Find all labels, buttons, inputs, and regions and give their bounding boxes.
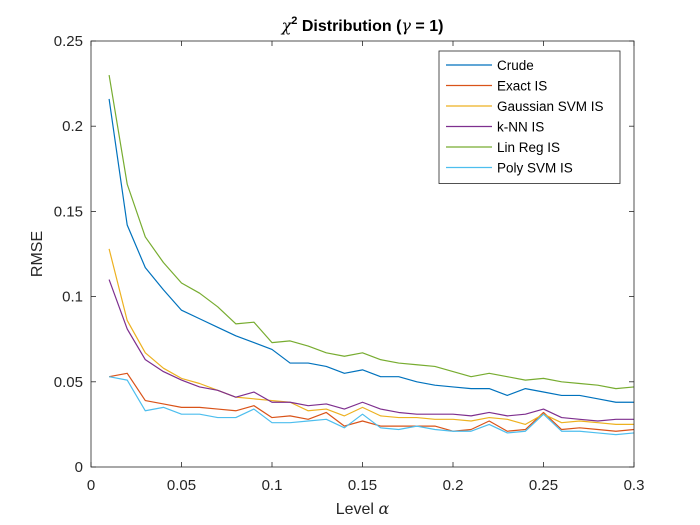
y-tick-label: 0.05	[54, 374, 83, 391]
legend-box	[438, 50, 621, 184]
y-tick-label: 0.25	[54, 33, 83, 50]
legend: Crude Exact IS Gaussian SVM IS k-NN IS Lin R…	[438, 50, 621, 184]
series-line-gaussian-svm-is	[108, 248, 634, 425]
y-tick-label: 0.15	[54, 203, 83, 220]
ticks-layer: 0 0.05 0.1 0.15 0.2 0.25 0.3 0 0.05 0.1 0.15 0.2 0.2…	[54, 33, 645, 494]
legend-label-lin-reg-is: Lin Reg IS	[497, 140, 560, 155]
legend-label-crude: Crude	[497, 58, 534, 73]
series-line-poly-svm-is	[108, 376, 635, 436]
title-chi-symbol: χ	[281, 16, 293, 35]
series-line-lin-reg-is	[108, 74, 635, 390]
chart-title: χ2 Distribution (γ = 1)	[281, 15, 444, 35]
x-tick-label: 0.25	[529, 477, 558, 494]
series-line-crude	[108, 98, 634, 403]
x-axis-label: Level α	[336, 499, 390, 518]
series-layer	[108, 74, 635, 436]
x-tick-label: 0.1	[262, 477, 283, 494]
x-tick-label: 0.3	[624, 477, 645, 494]
series-line-k-nn-is	[108, 279, 634, 422]
legend-label-poly-svm-is: Poly SVM IS	[497, 161, 573, 176]
title-text: Distribution (	[297, 18, 402, 35]
legend-label-k-nn-is: k-NN IS	[497, 120, 544, 135]
y-tick-label: 0.1	[62, 289, 83, 306]
title-param-text: = 1)	[411, 18, 443, 35]
x-tick-label: 0.05	[167, 477, 196, 494]
title-superscript: 2	[291, 15, 297, 27]
x-axis-label-text: Level	[336, 501, 379, 518]
x-tick-label: 0.15	[348, 477, 377, 494]
legend-label-gaussian-svm-is: Gaussian SVM IS	[497, 99, 604, 114]
y-axis-label: RMSE	[29, 231, 46, 277]
legend-label-exact-is: Exact IS	[497, 79, 547, 94]
y-tick-label: 0.2	[62, 118, 83, 135]
x-tick-label: 0	[87, 477, 95, 494]
x-tick-label: 0.2	[443, 477, 464, 494]
title-gamma-symbol: γ	[401, 16, 411, 35]
y-tick-label: 0	[75, 459, 83, 476]
x-axis-label-alpha: α	[378, 499, 389, 518]
